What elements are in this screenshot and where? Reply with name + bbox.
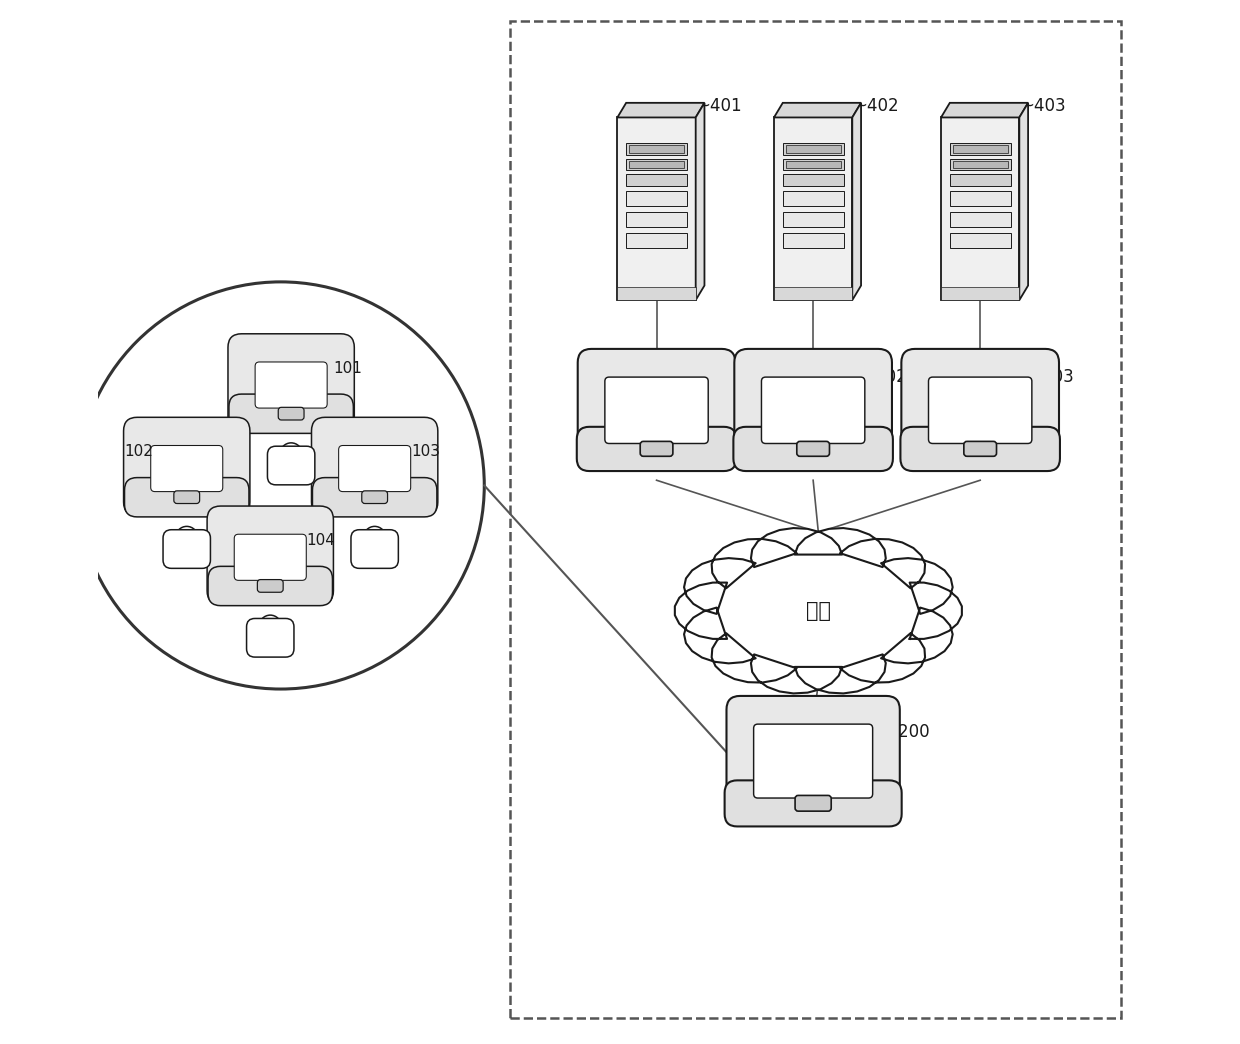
FancyBboxPatch shape [963,442,997,456]
FancyBboxPatch shape [950,143,1011,155]
FancyBboxPatch shape [629,145,684,152]
FancyBboxPatch shape [124,477,249,517]
FancyBboxPatch shape [577,427,737,471]
Text: 303: 303 [1043,369,1075,386]
Text: 301: 301 [719,369,751,386]
Polygon shape [370,538,379,546]
FancyBboxPatch shape [618,118,696,301]
Polygon shape [696,103,704,301]
Polygon shape [181,538,192,546]
FancyBboxPatch shape [929,377,1032,444]
FancyBboxPatch shape [774,118,852,301]
Text: ~403: ~403 [1019,97,1065,115]
FancyBboxPatch shape [312,477,436,517]
FancyBboxPatch shape [339,446,410,492]
FancyBboxPatch shape [950,233,1011,248]
FancyBboxPatch shape [511,21,1121,1018]
FancyBboxPatch shape [786,145,841,152]
Polygon shape [675,528,962,693]
FancyBboxPatch shape [207,506,334,604]
Circle shape [77,282,485,689]
FancyBboxPatch shape [124,418,250,516]
FancyBboxPatch shape [941,287,1019,301]
FancyBboxPatch shape [797,442,830,456]
FancyBboxPatch shape [950,190,1011,206]
Circle shape [280,443,303,465]
FancyBboxPatch shape [311,418,438,516]
FancyBboxPatch shape [626,159,687,170]
Polygon shape [852,103,861,301]
FancyBboxPatch shape [950,159,1011,170]
Text: 302: 302 [875,369,908,386]
FancyBboxPatch shape [901,349,1059,468]
FancyBboxPatch shape [234,535,306,580]
FancyBboxPatch shape [952,145,1008,152]
FancyBboxPatch shape [952,161,1008,168]
Text: 网络: 网络 [806,600,831,621]
FancyBboxPatch shape [761,377,864,444]
Polygon shape [285,454,296,462]
FancyBboxPatch shape [941,118,1019,301]
Text: ~402: ~402 [853,97,899,115]
FancyBboxPatch shape [724,780,901,827]
FancyBboxPatch shape [255,362,327,408]
FancyBboxPatch shape [733,427,893,471]
Circle shape [363,526,386,548]
FancyBboxPatch shape [782,190,843,206]
FancyBboxPatch shape [278,407,304,420]
FancyBboxPatch shape [228,334,355,432]
Polygon shape [1019,103,1028,301]
FancyBboxPatch shape [626,174,687,186]
Text: ~401: ~401 [696,97,742,115]
FancyBboxPatch shape [151,446,223,492]
Polygon shape [618,103,704,117]
FancyBboxPatch shape [247,618,294,657]
Text: 102: 102 [124,445,153,459]
FancyBboxPatch shape [362,491,388,503]
FancyBboxPatch shape [626,233,687,248]
Circle shape [259,615,281,637]
Polygon shape [941,103,1028,117]
FancyBboxPatch shape [626,190,687,206]
FancyBboxPatch shape [782,143,843,155]
FancyBboxPatch shape [258,579,283,592]
FancyBboxPatch shape [229,394,353,433]
FancyBboxPatch shape [174,491,200,503]
FancyBboxPatch shape [782,159,843,170]
FancyBboxPatch shape [578,349,735,468]
FancyBboxPatch shape [782,212,843,227]
FancyBboxPatch shape [774,287,852,301]
FancyBboxPatch shape [629,161,684,168]
FancyBboxPatch shape [618,287,696,301]
FancyBboxPatch shape [950,174,1011,186]
FancyBboxPatch shape [208,566,332,606]
FancyBboxPatch shape [782,174,843,186]
FancyBboxPatch shape [351,529,398,568]
FancyBboxPatch shape [786,161,841,168]
FancyBboxPatch shape [795,796,831,811]
Text: 103: 103 [412,445,440,459]
FancyBboxPatch shape [782,233,843,248]
Polygon shape [265,626,275,635]
Circle shape [176,526,198,548]
FancyBboxPatch shape [268,446,315,484]
Text: ~200: ~200 [884,723,930,741]
FancyBboxPatch shape [640,442,673,456]
Polygon shape [774,103,861,117]
FancyBboxPatch shape [754,725,873,798]
FancyBboxPatch shape [734,349,892,468]
FancyBboxPatch shape [605,377,708,444]
FancyBboxPatch shape [626,212,687,227]
FancyBboxPatch shape [950,212,1011,227]
FancyBboxPatch shape [162,529,211,568]
FancyBboxPatch shape [626,143,687,155]
FancyBboxPatch shape [727,696,900,822]
Text: 104: 104 [306,533,336,548]
FancyBboxPatch shape [900,427,1060,471]
Text: 101: 101 [332,361,362,376]
